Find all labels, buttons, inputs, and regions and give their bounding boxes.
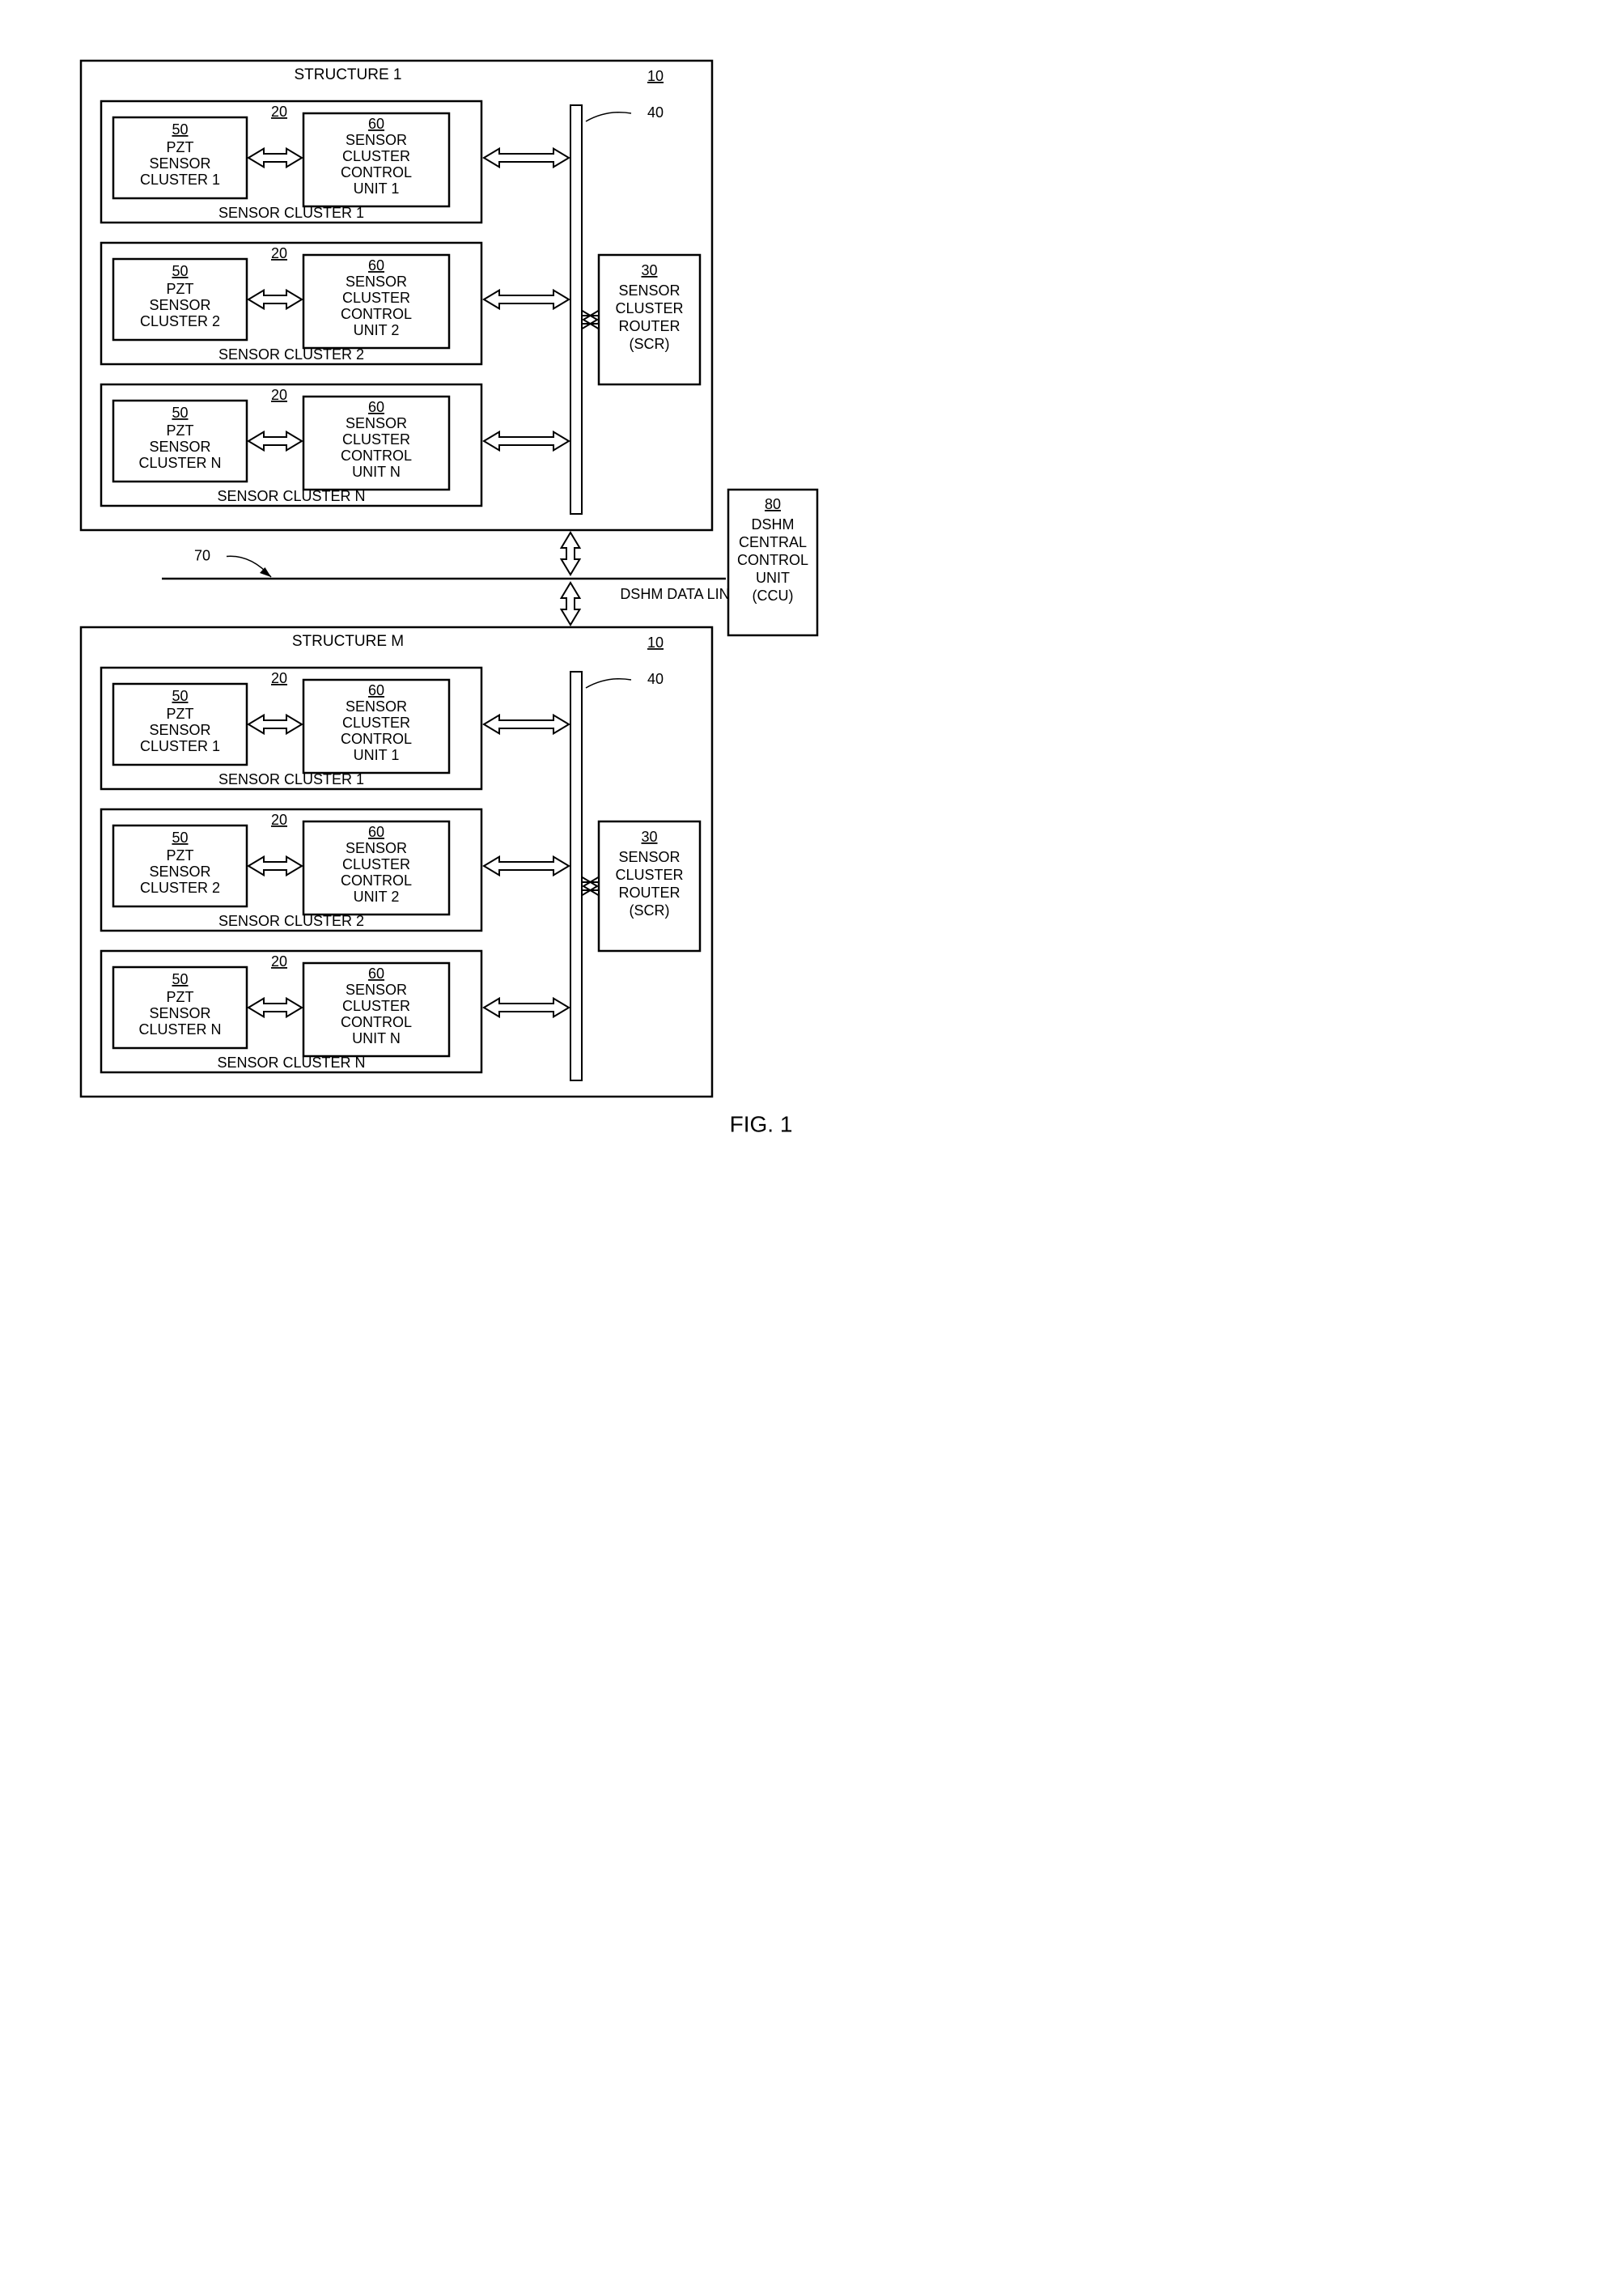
leader-arrowhead: [260, 567, 271, 577]
ccu-ref: 80: [765, 496, 781, 512]
pzt-line: SENSOR: [149, 297, 210, 313]
scr-line: (SCR): [630, 336, 670, 352]
sccu-line: UNIT 2: [354, 322, 400, 338]
ccu-line: (CCU): [753, 588, 794, 604]
sccu-ref: 60: [368, 966, 384, 982]
data-link-label: DSHM DATA LINK: [620, 586, 739, 602]
sccu-line: CONTROL: [341, 164, 412, 180]
scr-line: ROUTER: [619, 318, 681, 334]
pzt-line: PZT: [167, 989, 194, 1005]
ccu-line: CONTROL: [737, 552, 808, 568]
scr-line: SENSOR: [618, 849, 680, 865]
pzt-line: PZT: [167, 281, 194, 297]
bus-line: [570, 672, 582, 1080]
scr-line: (SCR): [630, 902, 670, 919]
cluster-ref: 20: [271, 104, 287, 120]
scr-line: ROUTER: [619, 885, 681, 901]
structure-ref: 10: [647, 68, 664, 84]
ccu-line: DSHM: [752, 516, 795, 533]
sccu-ref: 60: [368, 399, 384, 415]
scr-ref: 30: [641, 829, 657, 845]
pzt-line: CLUSTER N: [138, 455, 221, 471]
sccu-ref: 60: [368, 824, 384, 840]
sccu-line: CONTROL: [341, 731, 412, 747]
pzt-line: CLUSTER 1: [140, 172, 220, 188]
diagram-root: STRUCTURE 1104030SENSORCLUSTERROUTER(SCR…: [32, 32, 1571, 1181]
sccu-line: SENSOR: [346, 840, 407, 856]
scr-line: CLUSTER: [615, 867, 683, 883]
structure-title: STRUCTURE 1: [294, 66, 401, 83]
pzt-line: PZT: [167, 847, 194, 864]
pzt-ref: 50: [172, 263, 188, 279]
cluster-ref: 20: [271, 670, 287, 686]
sccu-ref: 60: [368, 257, 384, 274]
pzt-line: SENSOR: [149, 864, 210, 880]
bus-line: [570, 105, 582, 514]
diagram-svg: STRUCTURE 1104030SENSORCLUSTERROUTER(SCR…: [32, 32, 834, 1181]
pzt-ref: 50: [172, 688, 188, 704]
arrow-link-structM: [562, 583, 580, 625]
ccu-line: UNIT: [756, 570, 790, 586]
cluster-ref: 20: [271, 953, 287, 970]
bus-ref: 40: [647, 104, 664, 121]
sccu-line: CLUSTER: [342, 856, 410, 872]
sccu-line: CLUSTER: [342, 431, 410, 448]
pzt-ref: 50: [172, 971, 188, 987]
pzt-line: SENSOR: [149, 1005, 210, 1021]
sccu-line: UNIT N: [352, 1030, 401, 1046]
sccu-line: CLUSTER: [342, 290, 410, 306]
structure-ref: 10: [647, 634, 664, 651]
sccu-line: UNIT 1: [354, 180, 400, 197]
sccu-line: CONTROL: [341, 306, 412, 322]
sccu-line: CLUSTER: [342, 998, 410, 1014]
ccu-line: CENTRAL: [739, 534, 807, 550]
pzt-line: CLUSTER 2: [140, 313, 220, 329]
sccu-line: CLUSTER: [342, 148, 410, 164]
pzt-ref: 50: [172, 405, 188, 421]
pzt-line: CLUSTER N: [138, 1021, 221, 1038]
structure-title: STRUCTURE M: [292, 633, 404, 650]
sccu-line: SENSOR: [346, 132, 407, 148]
sccu-ref: 60: [368, 116, 384, 132]
sccu-line: CONTROL: [341, 1014, 412, 1030]
sccu-line: SENSOR: [346, 698, 407, 715]
pzt-ref: 50: [172, 830, 188, 846]
scr-line: CLUSTER: [615, 300, 683, 316]
sccu-line: UNIT N: [352, 464, 401, 480]
pzt-line: PZT: [167, 139, 194, 155]
sccu-line: UNIT 2: [354, 889, 400, 905]
arrow-struct1-link: [562, 533, 580, 575]
pzt-line: SENSOR: [149, 722, 210, 738]
pzt-line: SENSOR: [149, 155, 210, 172]
bus-ref: 40: [647, 671, 664, 687]
pzt-line: PZT: [167, 422, 194, 439]
pzt-line: SENSOR: [149, 439, 210, 455]
sccu-line: SENSOR: [346, 415, 407, 431]
cluster-ref: 20: [271, 387, 287, 403]
sccu-line: CONTROL: [341, 448, 412, 464]
sccu-line: CLUSTER: [342, 715, 410, 731]
sccu-line: UNIT 1: [354, 747, 400, 763]
pzt-line: CLUSTER 1: [140, 738, 220, 754]
sccu-line: SENSOR: [346, 982, 407, 998]
sccu-line: SENSOR: [346, 274, 407, 290]
scr-ref: 30: [641, 262, 657, 278]
sccu-line: CONTROL: [341, 872, 412, 889]
figure-label: FIG. 1: [730, 1112, 793, 1137]
pzt-ref: 50: [172, 121, 188, 138]
link-ref: 70: [194, 548, 210, 564]
pzt-line: CLUSTER 2: [140, 880, 220, 896]
cluster-ref: 20: [271, 245, 287, 261]
scr-line: SENSOR: [618, 282, 680, 299]
sccu-ref: 60: [368, 682, 384, 698]
cluster-ref: 20: [271, 812, 287, 828]
pzt-line: PZT: [167, 706, 194, 722]
